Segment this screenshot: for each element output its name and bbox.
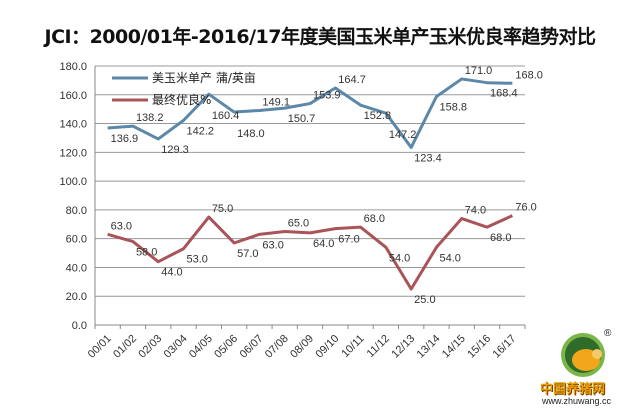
data-label: 152.8 (364, 110, 392, 122)
y-tick-label: 0.0 (72, 320, 87, 332)
y-tick-label: 40.0 (66, 262, 87, 274)
series-line-1 (107, 77, 513, 149)
x-tick-label: 00/01 (86, 333, 114, 361)
data-label: 67.0 (338, 234, 359, 246)
data-label: 138.2 (136, 112, 164, 124)
y-tick-label: 20.0 (66, 291, 87, 303)
logo-pig-snout (592, 349, 602, 359)
x-tick-label: 15/16 (465, 333, 493, 361)
logo-url: www.zhuwang.cc (542, 396, 612, 406)
y-tick-label: 80.0 (66, 205, 87, 217)
data-label: 76.0 (515, 202, 536, 214)
x-tick-label: 12/13 (389, 333, 417, 361)
data-label: 142.2 (187, 125, 215, 137)
logo-text: 中国养猪网 (540, 382, 606, 397)
data-label: 54.0 (389, 252, 410, 264)
legend-label: 美玉米单产 蒲/英亩 (152, 70, 256, 85)
data-label: 75.0 (212, 203, 233, 215)
y-tick-label: 60.0 (66, 234, 87, 246)
data-label: 158.8 (439, 102, 467, 114)
x-tick-label: 08/09 (288, 333, 316, 361)
y-tick-label: 140.0 (59, 119, 87, 131)
x-tick-label: 02/03 (136, 333, 164, 361)
x-tick-label: 14/15 (440, 333, 468, 361)
data-label: 149.1 (262, 96, 290, 108)
data-label: 153.9 (313, 90, 341, 102)
x-tick-label: 16/17 (491, 333, 519, 361)
data-label: 57.0 (237, 248, 258, 260)
x-tick-label: 09/10 (313, 333, 341, 361)
data-label: 65.0 (288, 217, 309, 229)
x-tick-label: 11/12 (365, 333, 392, 360)
data-label: 25.0 (414, 294, 435, 306)
data-label: 160.4 (212, 110, 240, 122)
data-label: 58.0 (136, 247, 157, 259)
data-label: 168.4 (490, 88, 518, 100)
y-tick-label: 160.0 (59, 90, 87, 102)
data-label: 54.0 (439, 252, 460, 264)
data-label: 63.0 (111, 220, 132, 232)
data-label: 44.0 (161, 267, 182, 279)
x-tick-label: 01/02 (111, 333, 139, 361)
data-label: 148.0 (237, 128, 265, 140)
data-label: 68.0 (364, 213, 385, 225)
y-tick-label: 180.0 (59, 61, 87, 73)
data-label: 150.7 (288, 113, 316, 125)
x-tick-label: 07/08 (263, 333, 291, 361)
data-label: 136.9 (111, 133, 139, 145)
data-label: 123.4 (414, 152, 442, 164)
data-label: 74.0 (465, 205, 486, 217)
legend-label: 最终优良% (152, 92, 211, 107)
data-label: 53.0 (187, 254, 208, 266)
x-tick-label: 03/04 (162, 333, 190, 361)
data-label: 64.0 (313, 238, 334, 250)
data-label: 171.0 (465, 65, 493, 77)
data-label: 129.3 (161, 144, 189, 156)
y-tick-label: 100.0 (59, 176, 87, 188)
chart-title: JCI：2000/01年-2016/17年度美国玉米单产玉米优良率趋势对比 (44, 26, 597, 48)
data-label: 68.0 (490, 232, 511, 244)
x-tick-label: 10/11 (339, 333, 366, 360)
registered-mark: ® (604, 328, 612, 339)
data-label: 147.2 (389, 129, 417, 141)
x-tick-label: 06/07 (238, 333, 266, 361)
x-tick-label: 04/05 (187, 333, 215, 361)
x-tick-label: 13/14 (415, 333, 443, 361)
series-line-2 (107, 214, 513, 291)
data-label: 63.0 (262, 239, 283, 251)
data-label: 168.0 (515, 69, 543, 81)
data-label: 164.7 (338, 74, 366, 86)
x-tick-label: 05/06 (212, 333, 240, 361)
y-tick-label: 120.0 (59, 147, 87, 159)
